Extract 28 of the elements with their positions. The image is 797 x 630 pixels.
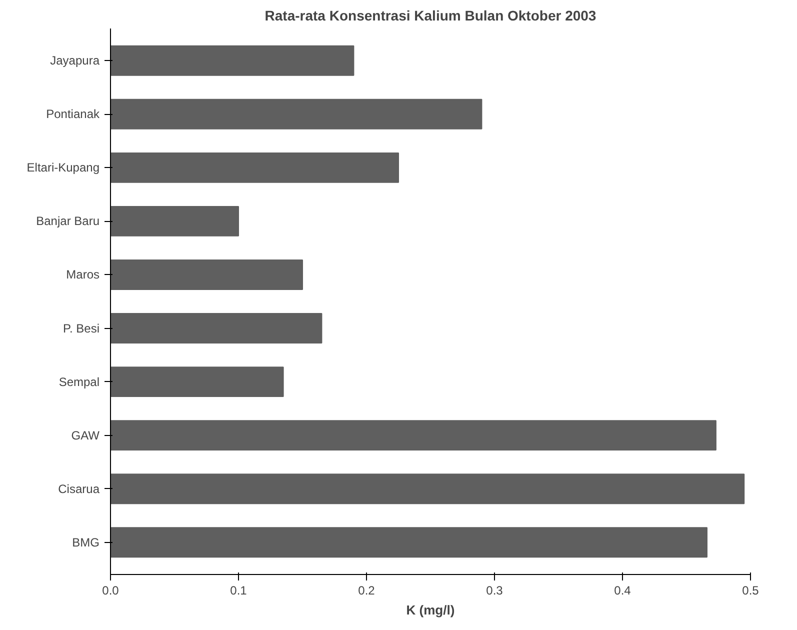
bar <box>110 313 322 344</box>
bar <box>110 206 239 236</box>
x-tick-label: 0.1 <box>230 584 248 598</box>
y-tick-label: Cisarua <box>58 482 100 496</box>
x-tick-label: 0.5 <box>742 584 760 598</box>
chart-title: Rata-rata Konsentrasi Kalium Bulan Oktober 2003 <box>264 8 596 24</box>
x-tick-label: 0.0 <box>102 584 120 598</box>
y-tick-label: GAW <box>71 428 100 442</box>
y-tick-label: Pontianak <box>46 107 100 122</box>
bar <box>110 152 399 183</box>
y-tick-label: Banjar Baru <box>36 214 100 228</box>
y-tick-label: Sempal <box>58 374 100 389</box>
x-tick-label: 0.2 <box>358 584 376 598</box>
bar <box>110 474 745 504</box>
bar <box>110 366 284 398</box>
bar <box>110 420 716 451</box>
bar <box>110 260 303 290</box>
x-tick-label: 0.4 <box>614 584 632 598</box>
y-tick-label: Maros <box>66 268 100 282</box>
y-tick-label: Eltari-Kupang <box>26 160 100 175</box>
bar <box>110 527 708 558</box>
x-tick-label: 0.3 <box>486 584 504 598</box>
y-tick-label: Jayapura <box>50 54 100 68</box>
y-tick-label: BMG <box>72 535 100 550</box>
x-axis-title: K (mg/l) <box>406 602 455 618</box>
y-tick-label: P. Besi <box>63 321 100 336</box>
bar <box>110 45 354 76</box>
bar <box>110 98 482 130</box>
